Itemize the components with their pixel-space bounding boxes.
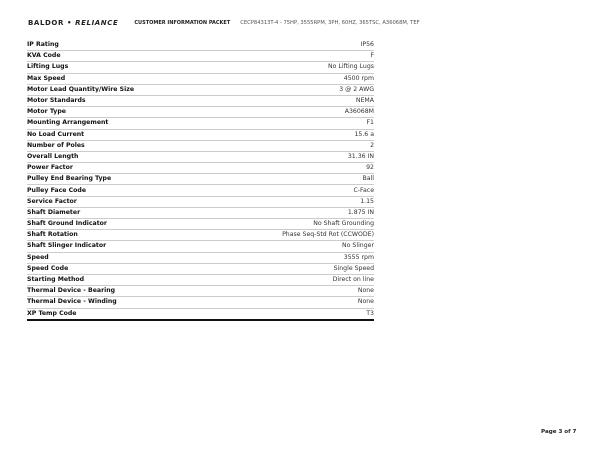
table-row: No Load Current 15.6 a (27, 129, 374, 141)
table-row: Number of Poles 2 (27, 140, 374, 152)
product-description: CECP84313T-4 - 75HP, 3555RPM, 3PH, 60HZ,… (240, 20, 420, 26)
table-row: Motor Standards NEMA (27, 95, 374, 108)
brand-logo: BALDOR • RELIANCE (28, 19, 119, 27)
spec-value: 31.36 IN (213, 151, 374, 164)
spec-value: F1 (213, 117, 374, 130)
spec-value: 4500 rpm (213, 73, 374, 85)
spec-value: 1.15 (213, 196, 374, 208)
table-row: Lifting Lugs No Lifting Lugs (27, 61, 374, 74)
spec-label: Speed (27, 252, 214, 264)
table-row: Motor Lead Quantity/Wire Size 3 @ 2 AWG (27, 84, 374, 96)
spec-label: Starting Method (27, 274, 214, 287)
spec-label: Mounting Arrangement (27, 117, 214, 130)
table-row: Shaft Ground Indicator No Shaft Grounding (27, 218, 374, 231)
spec-value: Ball (213, 173, 374, 186)
spec-label: Max Speed (27, 73, 214, 85)
table-row: Shaft Rotation Phase Seq-Std Rot (CCWODE) (27, 229, 374, 242)
spec-value: 2 (213, 140, 374, 152)
spec-label: Thermal Device - Bearing (27, 285, 214, 298)
table-row: Mounting Arrangement F1 (27, 117, 374, 130)
table-row: Power Factor 92 (27, 162, 374, 175)
spec-label: Number of Poles (27, 140, 214, 152)
spec-value: Direct on line (213, 274, 374, 287)
spec-label: XP Temp Code (27, 308, 214, 321)
table-row: Speed 3555 rpm (27, 252, 374, 264)
spec-value: 3 @ 2 AWG (213, 84, 374, 96)
spec-value: None (213, 285, 374, 298)
spec-value: F (213, 50, 374, 63)
table-row: Service Factor 1.15 (27, 196, 374, 208)
table-row: Max Speed 4500 rpm (27, 73, 374, 85)
table-row: Pulley Face Code C-Face (27, 184, 374, 197)
table-row: KVA Code F (27, 50, 374, 63)
spec-value: No Shaft Grounding (213, 218, 374, 231)
spec-value: 92 (213, 162, 374, 175)
table-row: Starting Method Direct on line (27, 274, 374, 287)
spec-label: IP Rating (27, 40, 214, 52)
table-row: Motor Type A36068M (27, 106, 374, 119)
spec-label: Lifting Lugs (27, 61, 214, 74)
packet-title: CUSTOMER INFORMATION PACKET (134, 20, 231, 26)
spec-label: No Load Current (27, 129, 214, 141)
table-row: Thermal Device - Bearing None (27, 285, 374, 298)
table-row: Speed Code Single Speed (27, 263, 374, 275)
spec-value: T3 (213, 308, 374, 321)
spec-value: IP56 (213, 40, 374, 52)
spec-value: 1.875 IN (213, 207, 374, 220)
page-header: BALDOR • RELIANCE CUSTOMER INFORMATION P… (28, 19, 420, 27)
spec-label: Shaft Diameter (27, 207, 214, 220)
table-row: Shaft Slinger Indicator No Slinger (27, 240, 374, 253)
spec-label: Shaft Rotation (27, 229, 214, 242)
spec-label: Motor Standards (27, 95, 214, 108)
table-row: Overall Length 31.36 IN (27, 151, 374, 164)
spec-label: Thermal Device - Winding (27, 296, 214, 309)
spec-value: Single Speed (213, 263, 374, 275)
spec-value: C-Face (213, 184, 374, 197)
spec-label: Service Factor (27, 196, 214, 208)
spec-label: Speed Code (27, 263, 214, 275)
spec-label: Power Factor (27, 162, 214, 175)
spec-value: Phase Seq-Std Rot (CCWODE) (213, 229, 374, 242)
spec-value: 15.6 a (213, 129, 374, 141)
table-row: Pulley End Bearing Type Ball (27, 173, 374, 186)
table-row: Shaft Diameter 1.875 IN (27, 207, 374, 220)
spec-value: NEMA (213, 95, 374, 108)
spec-value: No Lifting Lugs (213, 61, 374, 74)
spec-label: KVA Code (27, 50, 214, 63)
spec-value: A36068M (213, 106, 374, 119)
spec-label: Pulley Face Code (27, 184, 214, 197)
spec-label: Motor Lead Quantity/Wire Size (27, 84, 214, 96)
spec-label: Overall Length (27, 151, 214, 164)
spec-label: Motor Type (27, 106, 214, 119)
spec-label: Shaft Slinger Indicator (27, 240, 214, 253)
spec-label: Pulley End Bearing Type (27, 173, 214, 186)
spec-value: None (213, 296, 374, 309)
table-row: Thermal Device - Winding None (27, 296, 374, 309)
spec-table: IP Rating IP56 KVA Code F Lifting Lugs No Lif… (27, 40, 374, 321)
spec-value: 3555 rpm (213, 252, 374, 264)
spec-value: No Slinger (213, 240, 374, 253)
spec-label: Shaft Ground Indicator (27, 218, 214, 231)
table-row: IP Rating IP56 (27, 40, 374, 52)
page-number: Page 3 of 7 (541, 429, 577, 435)
table-row: XP Temp Code T3 (27, 308, 374, 321)
